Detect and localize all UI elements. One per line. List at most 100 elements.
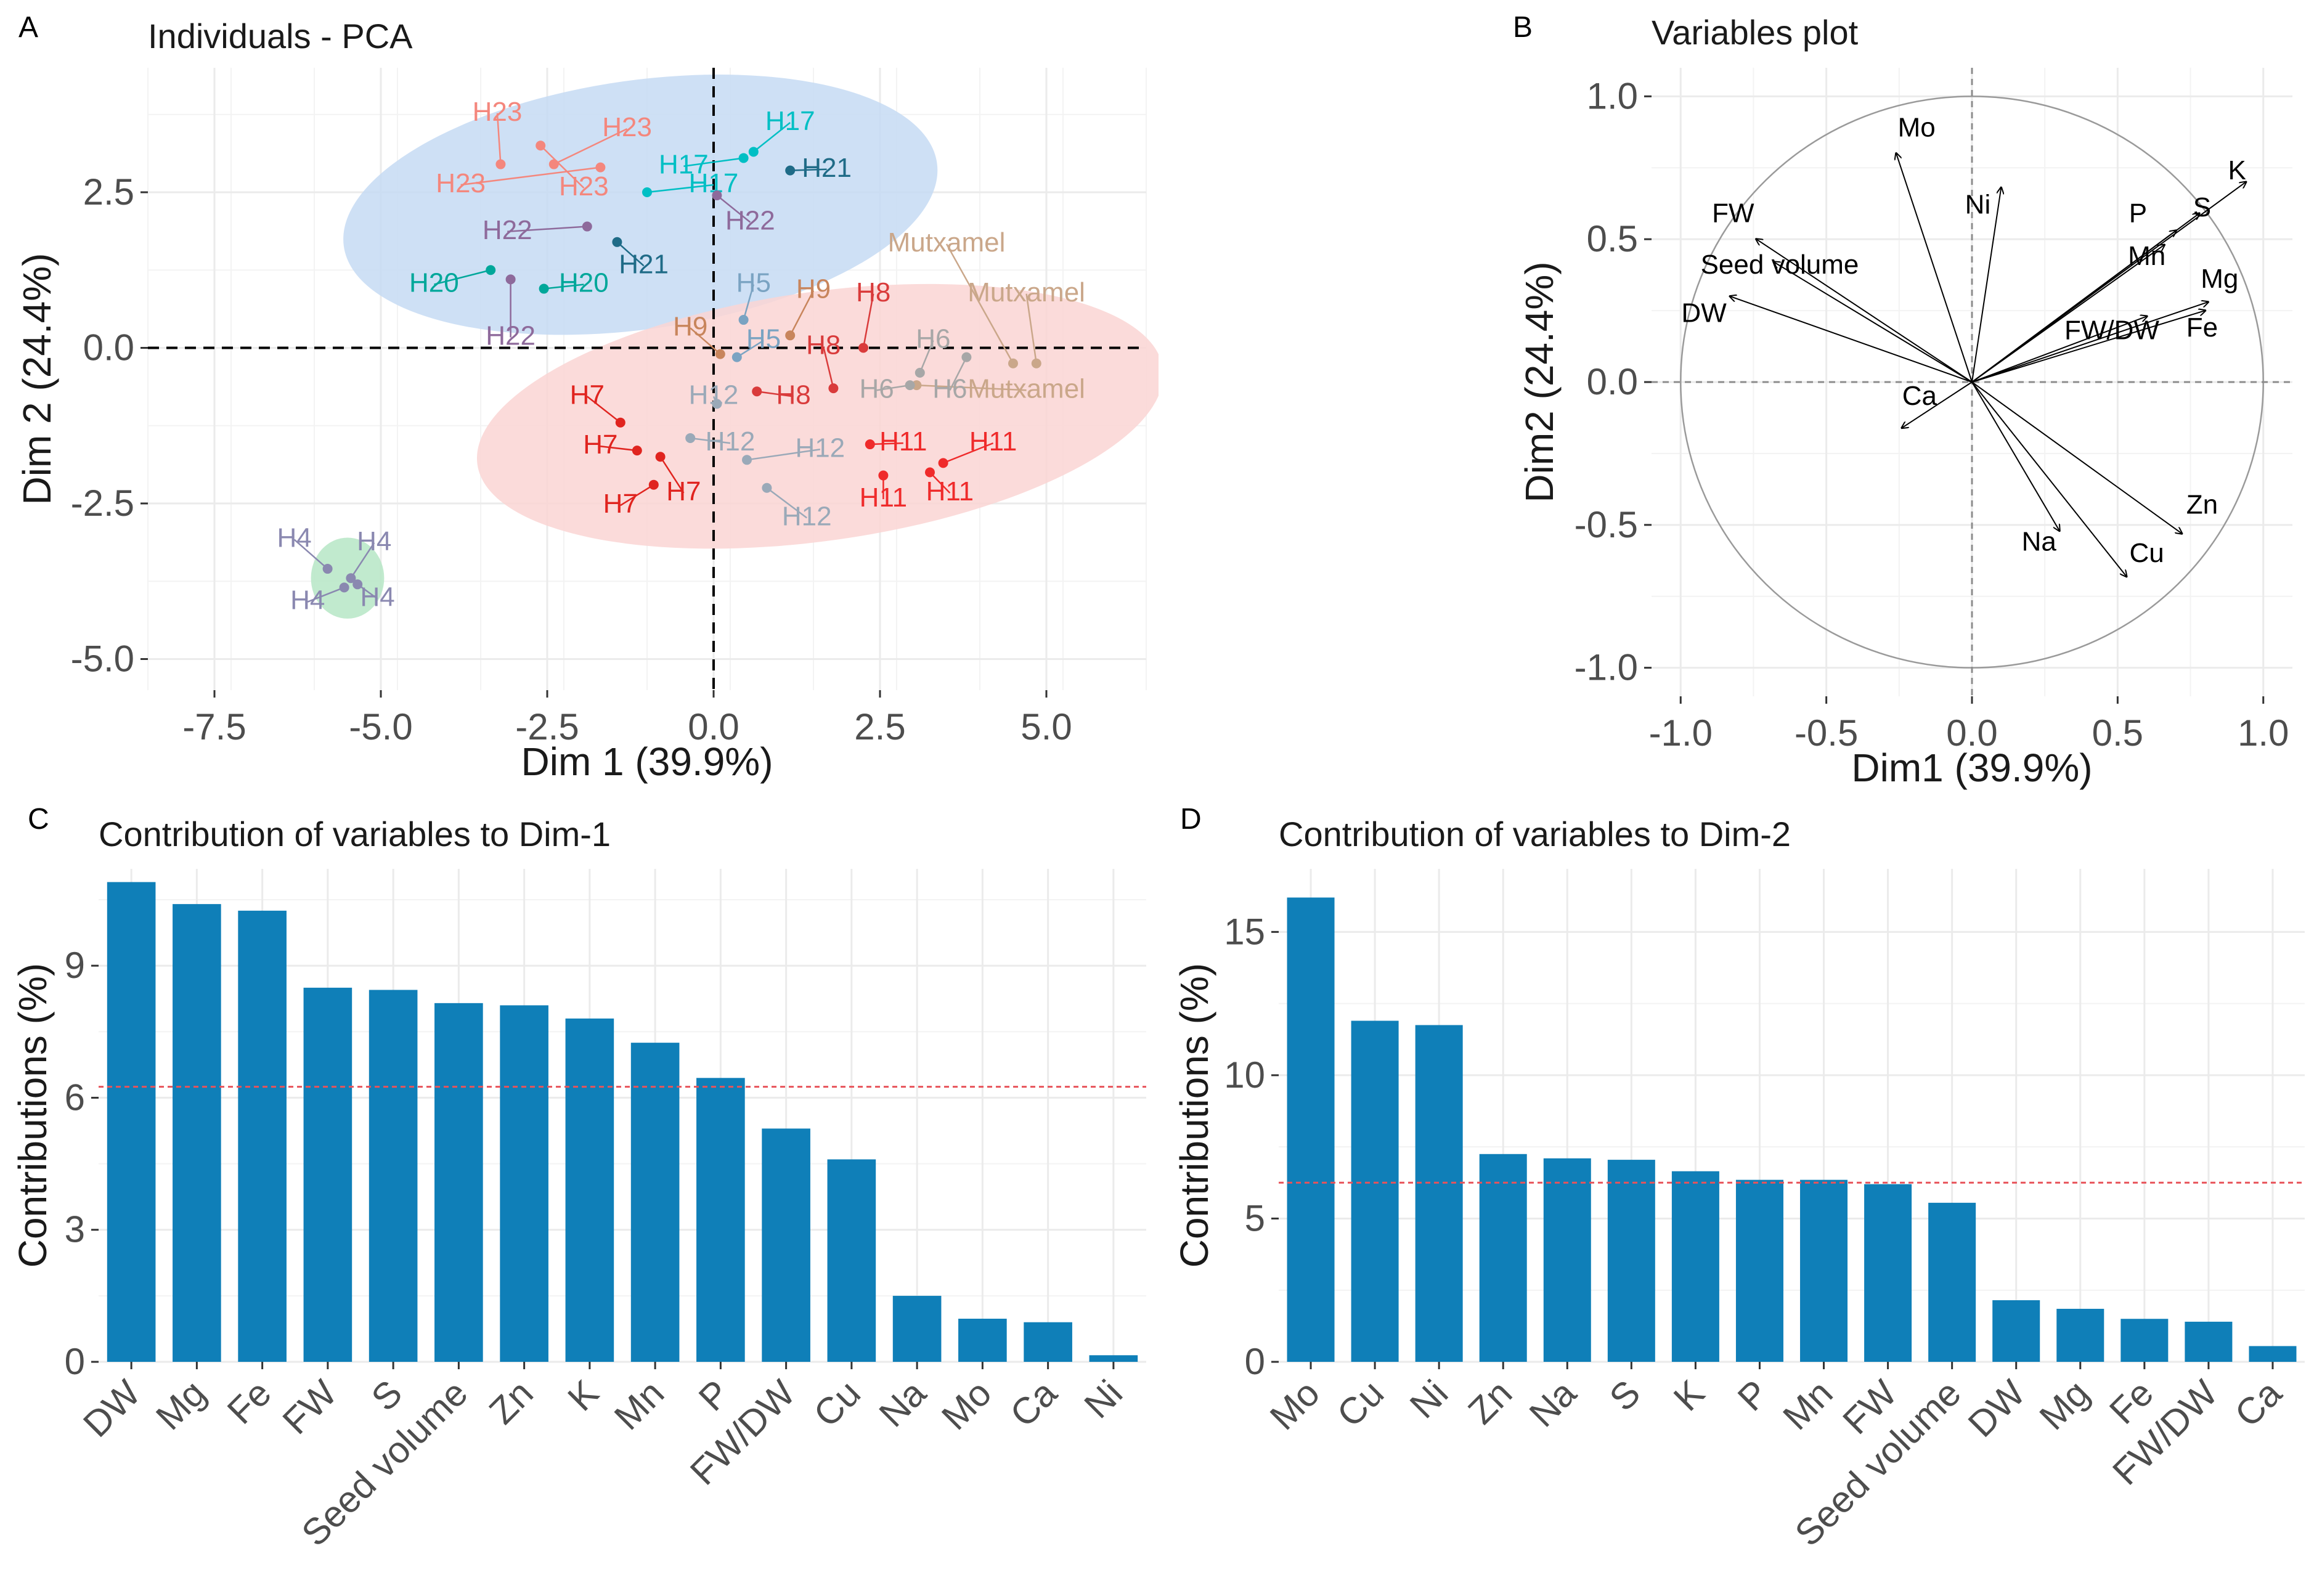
vector-label: S xyxy=(2193,192,2211,222)
point-label: H20 xyxy=(409,268,459,298)
bar-p xyxy=(1735,1179,1783,1362)
y-axis-title: Contributions (%) xyxy=(1172,963,1216,1268)
y-axis-title: Contributions (%) xyxy=(10,963,55,1268)
point-label: H12 xyxy=(689,380,739,410)
point-label: H6 xyxy=(859,373,894,404)
vector-label: Cu xyxy=(2130,538,2164,568)
x-tick-label: Zn xyxy=(1460,1372,1520,1432)
vector-label: Ca xyxy=(1902,381,1937,411)
point-label: H21 xyxy=(802,153,852,183)
data-point xyxy=(486,265,496,275)
vector-arrow-mn xyxy=(1971,245,2164,383)
data-point xyxy=(961,352,972,362)
point-label: H7 xyxy=(603,489,638,519)
point-label: H9 xyxy=(796,274,831,304)
x-tick-label: Mn xyxy=(1775,1372,1840,1438)
x-tick-label: P xyxy=(691,1372,738,1419)
y-tick-label: 3 xyxy=(65,1209,85,1250)
vector-arrow-cu xyxy=(1971,381,2127,576)
bar-cu xyxy=(1351,1020,1399,1362)
point-label: H7 xyxy=(583,430,617,460)
vector-arrow-mg xyxy=(1971,302,2208,383)
data-point xyxy=(346,573,356,584)
vector-arrow-k xyxy=(1971,182,2246,383)
leader-line xyxy=(716,195,751,223)
x-tick-label: FW xyxy=(275,1372,345,1443)
vector-label: Zn xyxy=(2186,489,2218,519)
vector-label: Mo xyxy=(1898,112,1936,142)
x-tick-label: P xyxy=(1730,1372,1777,1419)
point-label: H12 xyxy=(706,426,756,457)
point-label: H22 xyxy=(483,215,532,245)
bar-ca xyxy=(2249,1346,2297,1362)
point-label: Mutxamel xyxy=(968,277,1085,307)
leader-line xyxy=(350,542,375,579)
leader-line xyxy=(620,484,654,507)
x-tick-label: 2.5 xyxy=(854,706,905,747)
bar-ni xyxy=(1089,1355,1138,1362)
x-tick-label: Fe xyxy=(219,1372,279,1432)
leader-line xyxy=(916,384,1027,391)
leader-line xyxy=(945,243,1014,364)
vector-label: Na xyxy=(2022,527,2057,557)
point-label: H21 xyxy=(619,249,669,279)
bar-mn xyxy=(1800,1179,1848,1362)
point-label: H5 xyxy=(746,324,781,354)
vector-label: Mn xyxy=(2128,241,2165,271)
point-label: H4 xyxy=(357,526,391,556)
y-tick-label: 15 xyxy=(1224,911,1265,952)
point-label: H4 xyxy=(277,523,311,553)
bar-dw xyxy=(107,882,156,1362)
x-tick-label: 0.5 xyxy=(2092,712,2143,754)
bar-fe xyxy=(238,910,287,1362)
bar-mo xyxy=(1287,897,1335,1362)
data-point xyxy=(612,237,622,247)
x-tick-label: S xyxy=(364,1372,410,1419)
bar-fw-dw xyxy=(2185,1321,2233,1362)
leader-line xyxy=(753,122,791,153)
chart-title-a: Individuals - PCA xyxy=(148,17,413,55)
point-label: H12 xyxy=(782,501,832,531)
data-point xyxy=(738,315,749,325)
x-tick-label: 0.0 xyxy=(1946,712,1997,754)
leader-line xyxy=(553,128,628,165)
bar-fw xyxy=(303,987,352,1362)
point-label: H22 xyxy=(486,320,536,351)
leader-line xyxy=(789,290,815,336)
point-label: Mutxamel xyxy=(888,227,1006,258)
bar-na xyxy=(892,1295,942,1362)
x-tick-label: Cu xyxy=(805,1372,868,1435)
vector-arrow-fe xyxy=(1971,311,2205,383)
point-label: H17 xyxy=(659,150,709,180)
leader-line xyxy=(507,226,587,232)
leader-line xyxy=(690,327,721,355)
bar-k xyxy=(1671,1171,1719,1362)
data-point xyxy=(685,433,696,443)
point-label: H11 xyxy=(969,426,1017,457)
bar-s xyxy=(1607,1160,1655,1362)
y-tick-label: 0.5 xyxy=(1587,218,1638,259)
data-point xyxy=(752,386,762,397)
x-tick-label: Mo xyxy=(934,1372,999,1438)
data-point xyxy=(1031,358,1041,368)
chart-title-d: Contribution of variables to Dim-2 xyxy=(1279,815,1791,853)
bar-na xyxy=(1543,1158,1591,1362)
chart-title-c: Contribution of variables to Dim-1 xyxy=(99,815,611,853)
x-tick-label: Mn xyxy=(606,1372,672,1438)
point-label: H23 xyxy=(473,97,523,127)
panel-label-d: D xyxy=(1180,803,1202,836)
data-point xyxy=(748,147,759,157)
y-tick-label: 0.0 xyxy=(83,327,134,368)
point-label: H17 xyxy=(765,106,815,136)
data-point xyxy=(339,582,349,593)
x-tick-label: Mg xyxy=(148,1372,213,1438)
data-point xyxy=(828,383,839,394)
point-label: H11 xyxy=(879,426,927,457)
data-point xyxy=(712,190,722,201)
data-point xyxy=(582,221,592,232)
point-label: H6 xyxy=(932,373,967,404)
panel-label-c: C xyxy=(28,803,49,836)
vector-label: Ni xyxy=(1965,189,1991,219)
panel-label-b: B xyxy=(1513,11,1533,44)
vector-arrow-fw-dw xyxy=(1971,316,2147,383)
